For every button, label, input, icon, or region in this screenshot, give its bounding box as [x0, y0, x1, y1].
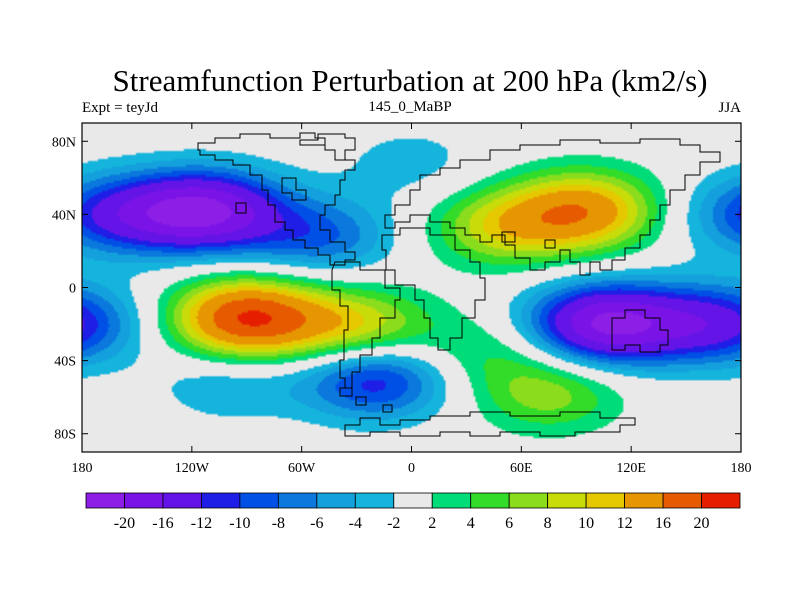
chart-title: Streamfunction Perturbation at 200 hPa (…	[113, 63, 708, 98]
colorbar-swatch	[85, 492, 125, 509]
colorbar-swatch	[701, 492, 741, 509]
colorbar-label: -10	[229, 515, 250, 532]
colorbar-label: -12	[191, 515, 212, 532]
colorbar-label: 20	[694, 515, 710, 532]
colorbar-swatch	[124, 492, 164, 509]
colorbar-swatch	[547, 492, 587, 509]
x-tick-label: 60E	[510, 461, 533, 476]
colorbar-label: -4	[349, 515, 362, 532]
colorbar-swatch	[624, 492, 664, 509]
streamfunction-field	[82, 123, 741, 452]
colorbar-label: 4	[467, 515, 475, 532]
colorbar-label: -6	[310, 515, 323, 532]
colorbar-swatch	[316, 492, 356, 509]
axes: 180 120W 60W 0 60E 120E 180 80N 40N 0 40S 80S	[52, 123, 752, 476]
colorbar-swatch	[201, 492, 241, 509]
colorbar-swatch	[662, 492, 702, 509]
colorbar-label: 16	[655, 515, 671, 532]
y-tick-label: 80N	[52, 135, 76, 150]
south-america-outline	[331, 261, 401, 389]
x-tick-label: 0	[408, 461, 415, 476]
land-outlines	[197, 132, 721, 437]
colorbar: -20 -16 -12 -10 -8 -6 -4 -2 2 4 6 8 10 12 16 20	[85, 492, 741, 532]
y-tick-label: 80S	[54, 428, 76, 443]
colorbar-label: -16	[152, 515, 173, 532]
x-tick-label: 120E	[616, 461, 646, 476]
colorbar-label: 8	[544, 515, 552, 532]
greenland-outline	[299, 133, 356, 161]
colorbar-swatch	[239, 492, 279, 509]
x-tick-label: 60W	[288, 461, 316, 476]
x-tick-label: 180	[72, 461, 93, 476]
subtitle-center: 145_0_MaBP	[368, 99, 451, 115]
colorbar-label: -8	[272, 515, 285, 532]
y-tick-label: 0	[69, 282, 76, 297]
colorbar-swatch	[393, 492, 433, 509]
eurasia-outline	[384, 138, 721, 276]
colorbar-swatch	[354, 492, 395, 509]
y-tick-label: 40S	[54, 355, 76, 370]
antarctica-outline	[344, 411, 636, 437]
colorbar-swatch	[470, 492, 510, 509]
africa-outline	[381, 227, 486, 351]
map-area	[82, 123, 741, 452]
colorbar-swatch	[585, 492, 625, 509]
colorbar-label: 2	[428, 515, 436, 532]
colorbar-label: 10	[578, 515, 594, 532]
x-tick-label: 120W	[175, 461, 210, 476]
colorbar-label: -2	[387, 515, 400, 532]
x-tick-label: 180	[731, 461, 752, 476]
north-america-outline	[197, 132, 356, 266]
island-outlines	[235, 202, 556, 413]
colorbar-swatch	[162, 492, 202, 509]
hudson-bay-outline	[281, 177, 307, 201]
colorbar-label: -20	[114, 515, 135, 532]
y-tick-label: 40N	[52, 208, 76, 223]
colorbar-label: 12	[617, 515, 633, 532]
subtitle-right: JJA	[718, 100, 741, 116]
colorbar-label: 6	[505, 515, 513, 532]
colorbar-swatch	[508, 492, 549, 509]
colorbar-swatch	[277, 492, 318, 509]
australia-outline	[611, 309, 669, 353]
colorbar-swatch	[431, 492, 472, 509]
subtitle-left: Expt = teyJd	[82, 100, 158, 116]
